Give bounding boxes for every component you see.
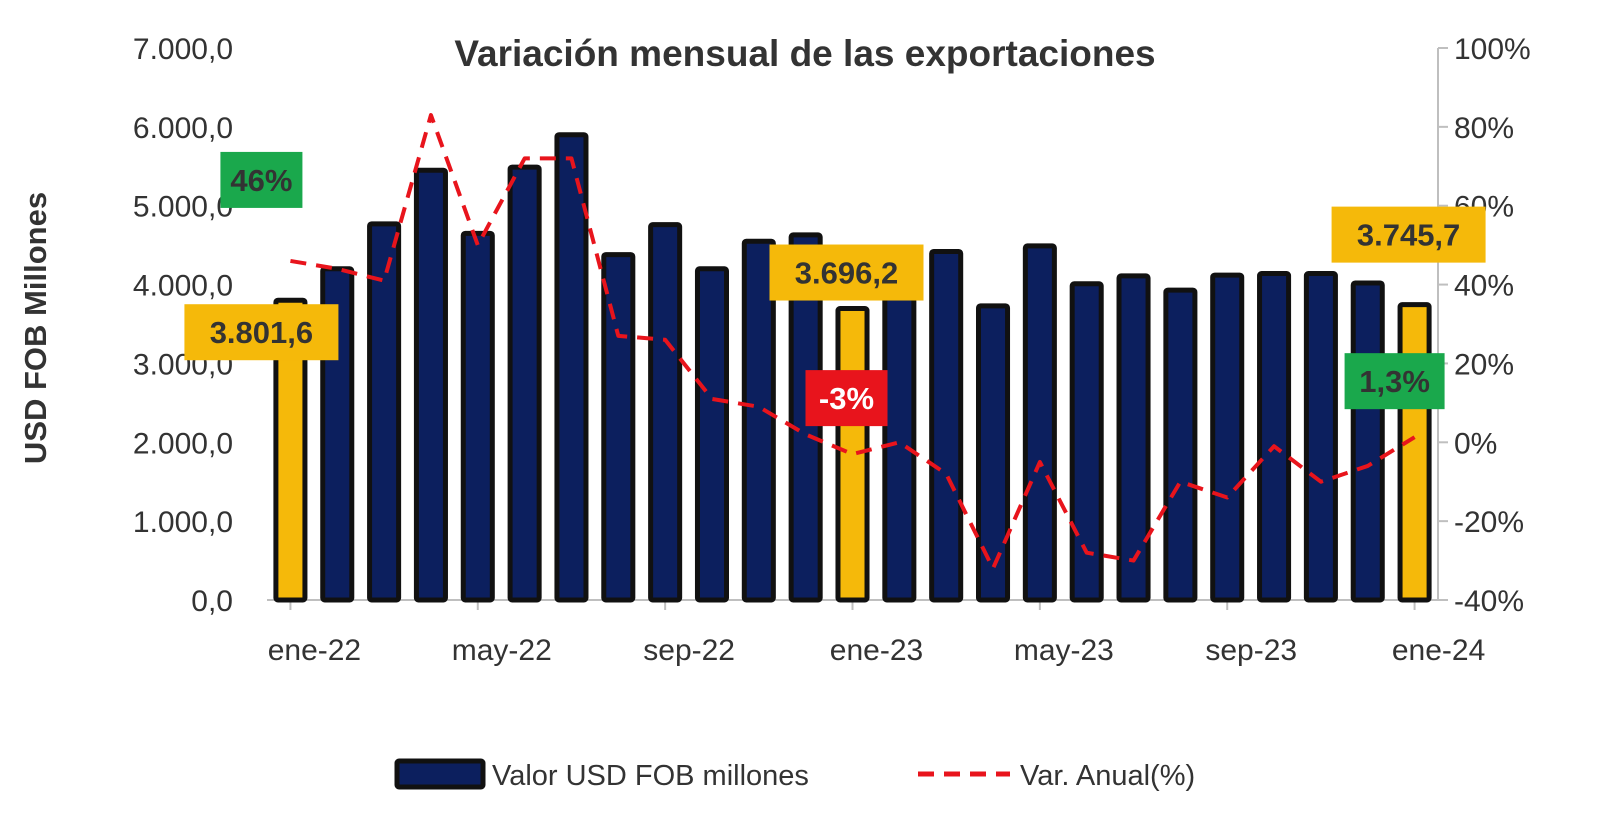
callout-box: [1331, 206, 1486, 263]
y-axis-label: USD FOB Millones: [18, 192, 53, 464]
callout-box: [184, 304, 339, 361]
callout-box: [220, 151, 303, 208]
callout-box: [805, 370, 888, 427]
bar: [273, 297, 308, 603]
bar: [413, 167, 448, 603]
legend: Valor USD FOB millones Var. Anual(%): [394, 758, 1195, 792]
plot-area: 0,01.000,02.000,03.000,04.000,05.000,06.…: [133, 33, 1531, 667]
bar: [1303, 271, 1338, 603]
bar: [1069, 281, 1104, 603]
bar: [460, 230, 495, 603]
x-tick-label: may-22: [452, 634, 552, 667]
callout-label: 3.801,6: [210, 315, 313, 350]
y2-tick-label: -20%: [1454, 506, 1524, 539]
bar: [1210, 272, 1245, 603]
y-tick-label: 0,0: [191, 585, 233, 618]
callout-label: 1,3%: [1359, 364, 1430, 399]
y2-tick-label: 40%: [1454, 270, 1514, 303]
legend-bar-label: Valor USD FOB millones: [492, 760, 809, 792]
legend-line-label: Var. Anual(%): [1020, 760, 1195, 792]
callout-label: 46%: [230, 163, 292, 198]
y2-tick-label: 80%: [1454, 112, 1514, 145]
y2-tick-label: 100%: [1454, 33, 1531, 66]
bar: [1116, 273, 1151, 603]
var-anual-line: [290, 113, 1416, 571]
y2-tick-label: -40%: [1454, 585, 1524, 618]
bar: [835, 306, 870, 603]
bar: [601, 252, 636, 603]
y-tick-label: 2.000,0: [133, 427, 233, 460]
y-tick-label: 4.000,0: [133, 270, 233, 303]
callout-label: 3.745,7: [1357, 218, 1460, 253]
bar: [1257, 271, 1292, 603]
y-tick-label: 7.000,0: [133, 33, 233, 66]
bar: [648, 222, 683, 603]
bar: [975, 303, 1011, 603]
bar: [741, 238, 776, 603]
y-tick-label: 6.000,0: [133, 112, 233, 145]
y-tick-label: 5.000,0: [133, 191, 233, 224]
bar: [694, 266, 730, 603]
bar: [1163, 287, 1198, 603]
y2-tick-label: 20%: [1454, 348, 1514, 381]
callout-label: -3%: [819, 381, 874, 416]
bar: [507, 164, 542, 603]
y-tick-label: 1.000,0: [133, 506, 233, 539]
x-tick-label: sep-23: [1205, 634, 1297, 667]
x-tick-label: ene-24: [1392, 634, 1485, 667]
bar: [554, 132, 589, 603]
y2-tick-label: 0%: [1454, 427, 1497, 460]
legend-bar-swatch: [394, 758, 486, 790]
bar: [1350, 280, 1385, 603]
bar: [367, 221, 402, 603]
bar: [929, 248, 964, 603]
x-tick-label: sep-22: [643, 634, 735, 667]
x-tick-label: ene-23: [830, 634, 923, 667]
bar: [1022, 243, 1057, 603]
x-tick-label: may-23: [1014, 634, 1114, 667]
x-tick-label: ene-22: [268, 634, 361, 667]
bar: [1397, 302, 1432, 603]
callout-box: [769, 244, 924, 301]
callout-box: [1344, 353, 1445, 410]
chart-title: Variación mensual de las exportaciones: [454, 33, 1155, 74]
callout-label: 3.696,2: [795, 256, 898, 291]
